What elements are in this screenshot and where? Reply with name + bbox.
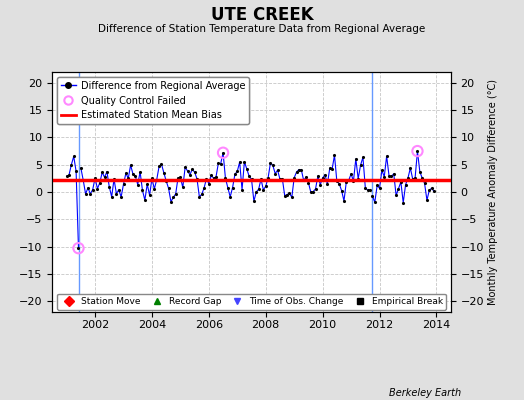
Point — [219, 150, 227, 156]
Y-axis label: Monthly Temperature Anomaly Difference (°C): Monthly Temperature Anomaly Difference (… — [488, 79, 498, 305]
Text: UTE CREEK: UTE CREEK — [211, 6, 313, 24]
Point — [413, 148, 422, 154]
Point — [74, 245, 83, 251]
Legend: Difference from Regional Average, Quality Control Failed, Estimated Station Mean: Difference from Regional Average, Qualit… — [57, 77, 249, 124]
Text: Difference of Station Temperature Data from Regional Average: Difference of Station Temperature Data f… — [99, 24, 425, 34]
Text: Berkeley Earth: Berkeley Earth — [389, 388, 461, 398]
